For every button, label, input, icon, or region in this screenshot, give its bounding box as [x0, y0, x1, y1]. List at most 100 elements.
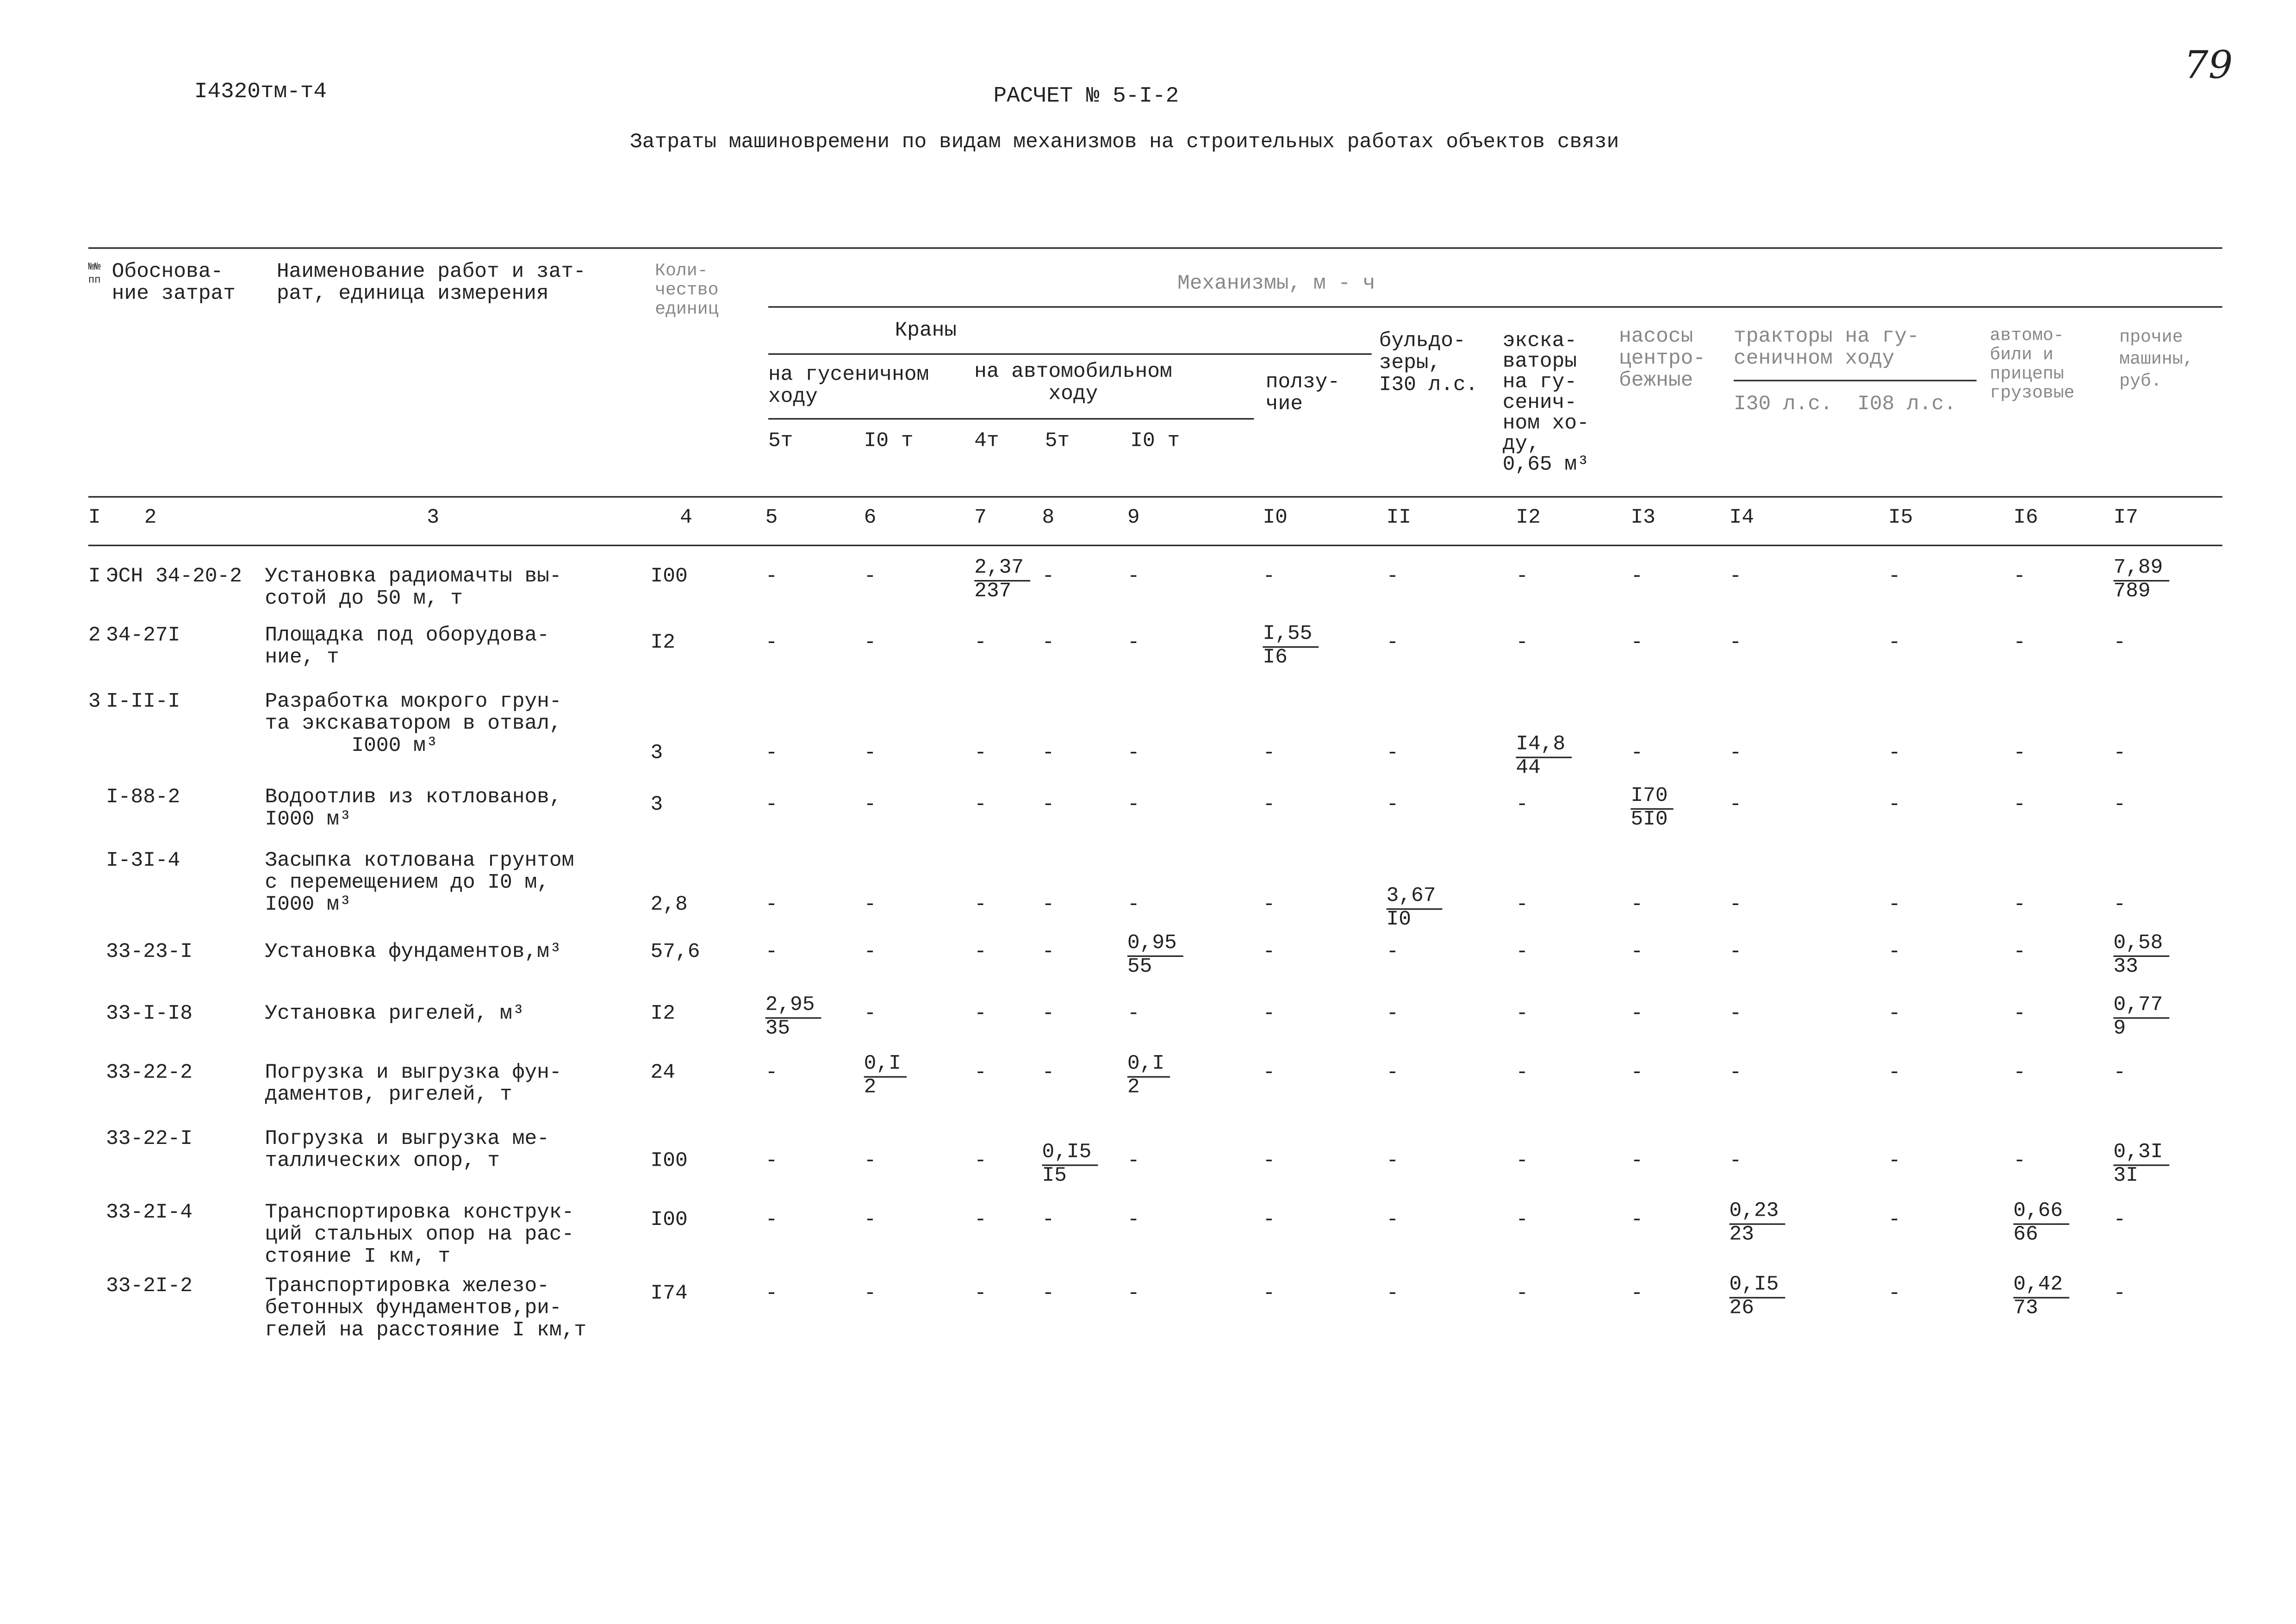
- empty-cell-dash: -: [864, 893, 877, 918]
- row-description: Разработка мокрого грун- та экскаватором…: [265, 690, 562, 758]
- empty-cell-dash: -: [1263, 1149, 1276, 1174]
- row-description: Площадка под оборудова- ние, т: [265, 624, 549, 670]
- empty-cell-dash: -: [974, 1061, 987, 1085]
- header-c8: 5т: [1045, 430, 1070, 454]
- empty-cell-dash: -: [765, 941, 778, 964]
- header-c9: I0 т: [1130, 430, 1180, 454]
- fraction-value: 0,23 23: [1729, 1200, 1785, 1247]
- row-basis-code: I-II-I: [106, 690, 180, 714]
- empty-cell-dash: -: [864, 941, 877, 964]
- page-number: 79: [2184, 44, 2233, 88]
- machine-hours-total: 23: [1729, 1223, 1754, 1247]
- empty-cell-dash: -: [1042, 1208, 1055, 1232]
- empty-cell-dash: -: [974, 1282, 987, 1306]
- fraction-value: 2,95 35: [765, 994, 821, 1041]
- header-pumps: насосы центро- бежные: [1619, 325, 1706, 394]
- machine-hours-per-unit: 2,37: [974, 557, 1030, 582]
- empty-cell-dash: -: [974, 941, 987, 964]
- empty-cell-dash: -: [1729, 793, 1742, 817]
- row-number: I: [88, 565, 101, 589]
- empty-cell-dash: -: [974, 1208, 987, 1232]
- empty-cell-dash: -: [974, 1149, 987, 1174]
- empty-cell-dash: -: [1386, 742, 1399, 766]
- empty-cell-dash: -: [1127, 565, 1140, 589]
- row-description: Засыпка котлована грунтом с перемещением…: [265, 849, 574, 918]
- empty-cell-dash: -: [1127, 793, 1140, 817]
- column-number: II: [1386, 506, 1412, 530]
- row-basis-code: 33-2I-4: [106, 1201, 193, 1225]
- empty-cell-dash: -: [765, 1061, 778, 1085]
- machine-hours-total: 5I0: [1630, 808, 1668, 832]
- empty-cell-dash: -: [1516, 941, 1529, 964]
- machines-rule: [768, 306, 2222, 308]
- empty-cell-dash: -: [1630, 1061, 1643, 1085]
- row-quantity: 57,6: [650, 941, 700, 964]
- row-quantity: 3: [650, 793, 663, 817]
- machine-hours-total: 789: [2113, 580, 2151, 604]
- machine-hours-total: I0: [1386, 908, 1412, 932]
- empty-cell-dash: -: [1516, 1002, 1529, 1026]
- column-number: 2: [144, 506, 157, 530]
- empty-cell-dash: -: [864, 742, 877, 766]
- machine-hours-per-unit: I4,8: [1516, 734, 1571, 758]
- empty-cell-dash: -: [1263, 1061, 1276, 1085]
- empty-cell-dash: -: [1127, 1149, 1140, 1174]
- header-crawling: ползу- чие: [1265, 371, 1340, 417]
- row-description: Установка ригелей, м³: [265, 1002, 525, 1026]
- column-number: 5: [765, 506, 778, 530]
- empty-cell-dash: -: [765, 1282, 778, 1306]
- machine-hours-per-unit: 3,67: [1386, 886, 1442, 910]
- machine-hours-total: 33: [2113, 955, 2138, 979]
- empty-cell-dash: -: [1729, 893, 1742, 918]
- header-t130: I30 л.с.: [1734, 393, 1833, 417]
- column-number: I3: [1630, 506, 1655, 530]
- empty-cell-dash: -: [864, 1002, 877, 1026]
- machine-hours-total: 9: [2113, 1017, 2126, 1041]
- empty-cell-dash: -: [1888, 631, 1901, 656]
- empty-cell-dash: -: [1729, 1149, 1742, 1174]
- machine-hours-per-unit: 0,42: [2013, 1274, 2069, 1299]
- row-basis-code: 33-23-I: [106, 941, 193, 964]
- row-description: Погрузка и выгрузка фун- даментов, ригел…: [265, 1061, 562, 1107]
- empty-cell-dash: -: [1888, 742, 1901, 766]
- header-c5: 5т: [768, 430, 793, 454]
- empty-cell-dash: -: [2013, 893, 2026, 918]
- empty-cell-dash: -: [1888, 1149, 1901, 1174]
- empty-cell-dash: -: [1386, 631, 1399, 656]
- empty-cell-dash: -: [1630, 742, 1643, 766]
- empty-cell-dash: -: [2113, 1061, 2126, 1085]
- empty-cell-dash: -: [1516, 565, 1529, 589]
- column-number: I2: [1516, 506, 1541, 530]
- empty-cell-dash: -: [1386, 793, 1399, 817]
- machine-hours-total: 55: [1127, 955, 1152, 979]
- machine-hours-per-unit: 0,95: [1127, 933, 1183, 957]
- empty-cell-dash: -: [1263, 793, 1276, 817]
- fraction-value: 0,I5 I5: [1042, 1142, 1098, 1188]
- fraction-value: 0,66 66: [2013, 1200, 2069, 1247]
- fraction-value: 7,89 789: [2113, 557, 2169, 604]
- empty-cell-dash: -: [2113, 793, 2126, 817]
- empty-cell-dash: -: [1042, 565, 1055, 589]
- empty-cell-dash: -: [2113, 1282, 2126, 1306]
- row-number: 3: [88, 690, 101, 714]
- empty-cell-dash: -: [864, 565, 877, 589]
- fraction-value: 3,67 I0: [1386, 886, 1442, 932]
- empty-cell-dash: -: [1888, 1002, 1901, 1026]
- tractors-rule: [1734, 380, 1977, 381]
- fraction-value: 0,I 2: [1127, 1053, 1170, 1100]
- header-c7: 4т: [974, 430, 999, 454]
- row-number: 2: [88, 624, 101, 648]
- header-bottom-rule: [88, 496, 2222, 498]
- machine-hours-per-unit: 2,95: [765, 994, 821, 1019]
- empty-cell-dash: -: [2013, 1149, 2026, 1174]
- fraction-value: I,55 I6: [1263, 624, 1319, 670]
- row-description: Транспортировка конструк- ций стальных о…: [265, 1201, 574, 1269]
- fraction-value: 2,37 237: [974, 557, 1030, 604]
- empty-cell-dash: -: [1516, 1149, 1529, 1174]
- empty-cell-dash: -: [2013, 1061, 2026, 1085]
- fraction-value: 0,I5 26: [1729, 1274, 1785, 1321]
- empty-cell-dash: -: [1888, 1208, 1901, 1232]
- empty-cell-dash: -: [1127, 1002, 1140, 1026]
- empty-cell-dash: -: [1630, 565, 1643, 589]
- machine-hours-total: 2: [864, 1076, 877, 1100]
